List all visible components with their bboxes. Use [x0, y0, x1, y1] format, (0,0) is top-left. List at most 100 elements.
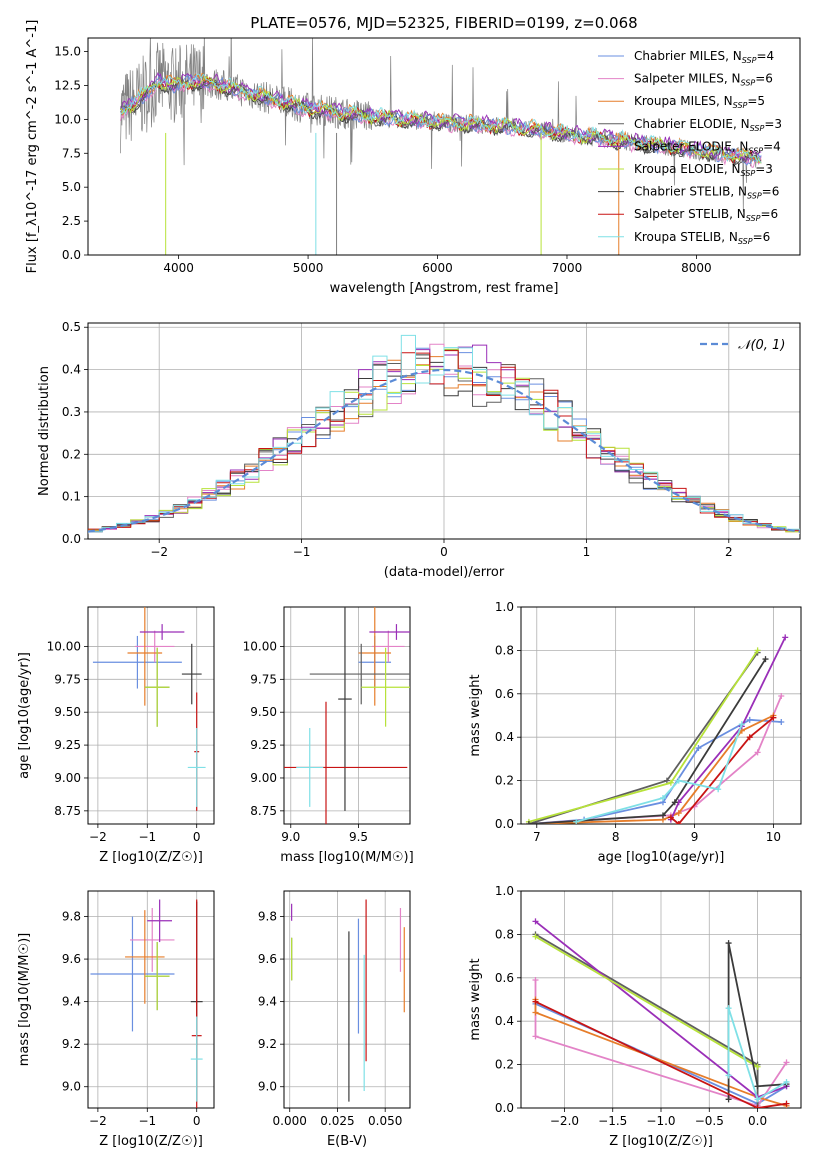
weight_vs_age-lines: [525, 634, 789, 824]
weight-point-chabrier-stelib: [659, 812, 666, 819]
age_vs_mass-points: [284, 607, 410, 824]
y-tick-label: 9.8: [258, 910, 277, 924]
weight-point-chabrier-stelib: [525, 821, 532, 824]
y-tick-label: 9.75: [54, 672, 81, 686]
y-tick-label: 0.4: [495, 730, 514, 744]
x-tick-label: −2.0: [550, 1114, 579, 1128]
y-tick-label: 0.8: [495, 927, 514, 941]
x-tick-label: 9.5: [349, 830, 368, 844]
y-tick-label: 9.6: [258, 952, 277, 966]
x-axis-label: (data-model)/error: [384, 565, 505, 580]
weight-point-chabrier-stelib: [725, 940, 732, 947]
y-axis-label: Flux [f_λ10^-17 erg cm^-2 s^-1 A^-1]: [25, 20, 40, 274]
y-tick-label: 9.6: [62, 952, 81, 966]
x-axis-label: Z [log10(Z/Z☉)]: [99, 1134, 203, 1149]
weight-point-kroupa-stelib: [659, 794, 666, 801]
weight-line-kroupa-stelib: [727, 1007, 787, 1101]
y-tick-label: 1.0: [495, 884, 514, 898]
spectrum-model-kroupa-stelib: [120, 73, 762, 164]
weight-point-kroupa-stelib: [715, 786, 722, 793]
x-tick-label: 8: [612, 830, 620, 844]
y-tick-label: 7.5: [62, 146, 81, 160]
x-tick-label: 0.050: [368, 1114, 402, 1128]
x-tick-label: −2: [89, 1114, 107, 1128]
y-tick-label: 9.00: [54, 771, 81, 785]
y-axis-label: age [log10(age/yr)]: [17, 652, 32, 779]
x-tick-label: −2: [150, 545, 168, 559]
weight-point-salpeter-elodie: [782, 634, 789, 641]
y-tick-label: 9.2: [62, 1037, 81, 1051]
legend-label-kroupa-miles: Kroupa MILES, NSSP=5: [634, 94, 765, 110]
weight-point-kroupa-miles: [532, 1009, 539, 1016]
weight-point-kroupa-miles: [675, 810, 682, 817]
x-tick-label: 0: [440, 545, 448, 559]
y-tick-label: 8.75: [250, 804, 277, 818]
y-tick-label: 2.5: [62, 214, 81, 228]
mass_vs_ebv-axes: 0.000 0.025 0.050 9.0 9.2 9.4 9.6 9.8 E(B-V): [258, 890, 411, 1149]
x-tick-label: 2: [725, 545, 733, 559]
weight-point-kroupa-stelib: [754, 1096, 761, 1103]
spectrum-model-kroupa-elodie: [120, 75, 762, 164]
y-tick-label: 9.0: [62, 1080, 81, 1094]
weight-point-salpeter-miles: [532, 1033, 539, 1040]
y-tick-label: 9.50: [54, 705, 81, 719]
y-tick-label: 8.75: [54, 804, 81, 818]
axes-frame: [520, 606, 802, 825]
axes-frame: [87, 322, 801, 540]
x-tick-label: 7: [533, 830, 541, 844]
y-tick-label: 0.0: [495, 817, 514, 831]
normal-curve: [88, 368, 800, 533]
y-tick-label: 9.0: [258, 1080, 277, 1094]
weight-point-salpeter-miles: [778, 692, 785, 699]
y-tick-label: 9.00: [250, 771, 277, 785]
y-tick-label: 0.4: [495, 1014, 514, 1028]
weight-point-chabrier-miles: [746, 716, 753, 723]
weight-point-kroupa-elodie: [754, 647, 761, 654]
y-tick-label: 9.25: [54, 738, 81, 752]
y-tick-label: 5.0: [62, 180, 81, 194]
legend-label-salpeter-elodie: Salpeter ELODIE, NSSP=4: [634, 139, 781, 155]
spectrum-plot-area: [119, 38, 762, 255]
y-tick-label: 0.0: [495, 1101, 514, 1115]
weight-line-salpeter-elodie: [670, 637, 787, 821]
legend-label-kroupa-elodie: Kroupa ELODIE, NSSP=3: [634, 162, 773, 178]
y-tick-label: 9.4: [258, 995, 277, 1009]
y-tick-label: 10.00: [243, 639, 277, 653]
axes-frame: [87, 606, 215, 825]
weight_vs_age-axes: 7 8 9 10 0.0 0.2 0.4 0.6 0.8 1.0 age [log10(age/yr…: [468, 600, 802, 865]
weight-point-kroupa-elodie: [532, 933, 539, 940]
weight-line-salpeter-stelib: [535, 1000, 787, 1108]
legend-label-chabrier-elodie: Chabrier ELODIE, NSSP=3: [634, 117, 782, 133]
figure-title: PLATE=0576, MJD=52325, FIBERID=0199, z=0…: [250, 14, 637, 32]
weight-point-salpeter-miles: [783, 1059, 790, 1066]
y-tick-label: 0.6: [495, 971, 514, 985]
x-tick-label: 0.0: [748, 1114, 767, 1128]
axes-frame: [87, 37, 801, 256]
weight-point-kroupa-stelib: [675, 777, 682, 784]
weight-point-salpeter-stelib: [770, 714, 777, 721]
y-tick-label: 9.4: [62, 995, 81, 1009]
spectrum-legend: Chabrier MILES, NSSP=4 Salpeter MILES, NS…: [598, 49, 782, 246]
x-axis-label: wavelength [Angstrom, rest frame]: [330, 281, 559, 296]
y-tick-label: 0.8: [495, 643, 514, 657]
weight-point-salpeter-stelib: [746, 734, 753, 741]
x-tick-label: 4000: [163, 261, 194, 275]
spectrum-model-chabrier-elodie: [119, 77, 762, 165]
x-tick-label: 0.000: [273, 1114, 307, 1128]
weight-point-salpeter-stelib: [783, 1100, 790, 1107]
x-tick-label: 10: [766, 830, 781, 844]
weight-point-chabrier-miles: [778, 719, 785, 726]
weight-point-chabrier-stelib: [754, 1083, 761, 1090]
y-tick-label: 9.2: [258, 1037, 277, 1051]
y-tick-label: 15.0: [54, 45, 81, 59]
y-tick-label: 1.0: [495, 600, 514, 614]
x-axis-label: Z [log10(Z/Z☉)]: [99, 850, 203, 865]
weight-point-kroupa-stelib: [725, 1005, 732, 1012]
weight-point-salpeter-stelib: [675, 821, 682, 824]
normal-legend-label: 𝒩(0, 1): [738, 338, 785, 353]
y-tick-label: 10.00: [47, 639, 81, 653]
y-tick-label: 12.5: [54, 78, 81, 92]
x-tick-label: 1: [583, 545, 591, 559]
x-tick-label: −1.5: [598, 1114, 627, 1128]
